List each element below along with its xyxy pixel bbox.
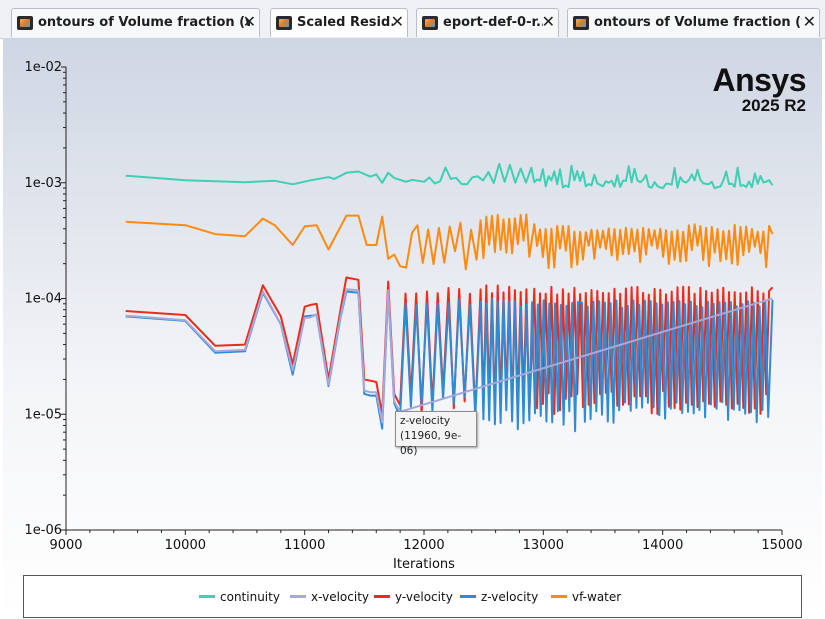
- series-line-vf-water: [125, 213, 774, 271]
- tab-label: eport-def-0-r...: [443, 15, 543, 30]
- x-axis-label: Iterations: [393, 557, 455, 572]
- tab-label: Scaled Resid...: [297, 15, 393, 30]
- y-tick-label: 1e-02: [24, 60, 62, 75]
- series-line-continuity: [125, 162, 774, 190]
- tab-report-def[interactable]: eport-def-0-r... ✕: [416, 8, 559, 37]
- tab-label: ontours of Volume fraction (wat: [594, 15, 802, 30]
- y-tick-label: 1e-05: [24, 407, 62, 422]
- legend-item-vf-water[interactable]: vf-water: [551, 590, 621, 604]
- legend-label: vf-water: [572, 590, 622, 604]
- close-icon[interactable]: ✕: [390, 12, 404, 31]
- brand-name: Ansys: [712, 62, 806, 98]
- y-tick-label: 1e-04: [24, 292, 62, 307]
- tab-contours-1[interactable]: ontours of Volume fraction (wat ✕: [11, 8, 260, 37]
- legend-item-y-velocity[interactable]: y-velocity: [374, 590, 453, 604]
- graphics-window-icon: [17, 16, 33, 30]
- legend-label: continuity: [220, 590, 280, 604]
- x-tick-label: 13000: [523, 538, 564, 553]
- data-tooltip: z-velocity (11960, 9e-06): [395, 411, 477, 457]
- tab-scaled-residuals[interactable]: Scaled Resid... ✕: [270, 8, 408, 37]
- y-tick-label: 1e-03: [24, 176, 62, 191]
- series-line-z-velocity: [125, 290, 774, 433]
- legend-swatch: [199, 595, 215, 598]
- x-tick-label: 11000: [284, 538, 325, 553]
- tab-contours-2[interactable]: ontours of Volume fraction (wat ✕: [567, 8, 820, 37]
- legend-item-z-velocity[interactable]: z-velocity: [460, 590, 538, 604]
- legend-label: y-velocity: [395, 590, 453, 604]
- x-tick-label: 9000: [49, 538, 82, 553]
- x-tick-label: 10000: [165, 538, 206, 553]
- brand-logo: Ansys 2025 R2: [712, 64, 806, 116]
- legend-swatch: [551, 595, 567, 598]
- y-tick-label: 1e-06: [24, 523, 62, 538]
- close-icon[interactable]: ✕: [242, 12, 256, 31]
- close-icon[interactable]: ✕: [802, 12, 816, 31]
- series-line-x-velocity: [125, 288, 773, 424]
- graphics-window-icon: [422, 16, 438, 30]
- legend-item-continuity[interactable]: continuity: [199, 590, 280, 604]
- x-tick-label: 14000: [642, 538, 683, 553]
- legend-label: x-velocity: [311, 590, 370, 604]
- close-icon[interactable]: ✕: [541, 12, 555, 31]
- legend-item-x-velocity[interactable]: x-velocity: [290, 590, 369, 604]
- graphics-window-icon: [573, 16, 589, 30]
- x-tick-label: 15000: [761, 538, 802, 553]
- legend-swatch: [374, 595, 390, 598]
- brand-version: 2025 R2: [741, 96, 806, 115]
- graphics-window-icon: [276, 16, 292, 30]
- legend-swatch: [460, 595, 476, 598]
- tooltip-value: (11960, 9e-06): [400, 430, 462, 457]
- residuals-plot-area[interactable]: 9000 10000 11000 12000 13000 14000 15000 1e-02 1…: [3, 38, 822, 619]
- tab-label: ontours of Volume fraction (wat: [38, 15, 250, 30]
- legend-swatch: [290, 595, 306, 598]
- legend-label: z-velocity: [481, 590, 539, 604]
- residuals-chart[interactable]: 9000 10000 11000 12000 13000 14000 15000 1e-02 1…: [3, 38, 822, 619]
- x-tick-label: 12000: [403, 538, 444, 553]
- tab-bar: ontours of Volume fraction (wat ✕ Scaled…: [0, 0, 825, 39]
- chart-legend: continuity x-velocity y-velocity z-velocity…: [23, 575, 802, 618]
- tooltip-series: z-velocity: [400, 415, 451, 427]
